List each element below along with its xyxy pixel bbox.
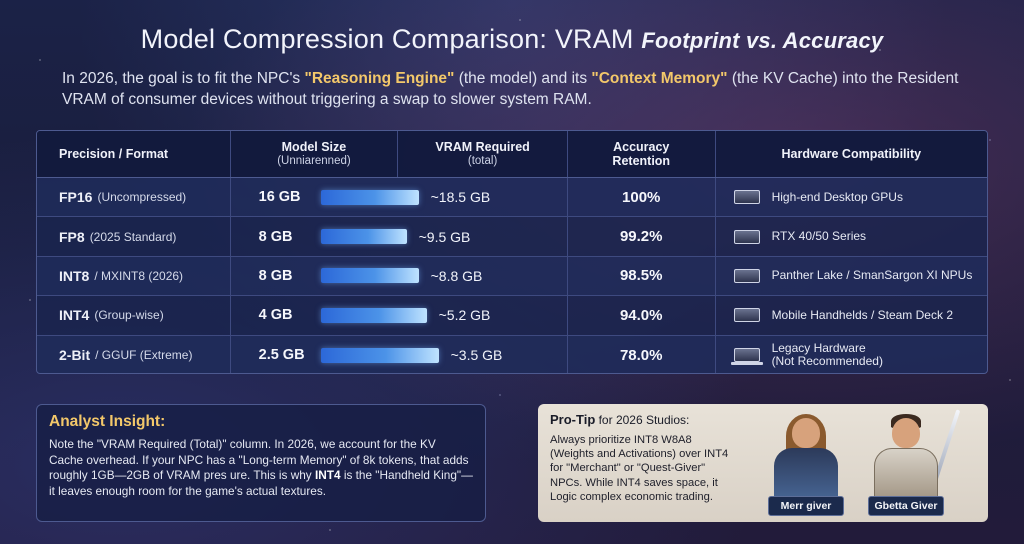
accuracy-value: 94.0% — [568, 296, 716, 335]
model-size-value: 8 GB — [258, 228, 293, 245]
table-row: INT8 / MXINT8 (2026) 8 GB ~8.8 GB 98.5% … — [37, 256, 987, 297]
table-row: FP16 (Uncompressed) 16 GB ~18.5 GB 100% … — [37, 178, 987, 218]
model-size-value: 16 GB — [258, 189, 301, 206]
model-size-value: 4 GB — [258, 307, 293, 324]
format-note: (2025 Standard) — [89, 229, 177, 244]
npu-board-icon — [733, 268, 760, 283]
table-header: Precision / Format Model Size (Unniarenne… — [37, 131, 987, 178]
insight-text: Note the "VRAM Required (Total)" column.… — [49, 437, 473, 498]
protip-title: Pro-Tip for 2026 Studios: — [550, 412, 690, 427]
quest-giver-label: Gbetta Giver — [868, 496, 944, 516]
accuracy-value: 98.5% — [568, 256, 716, 296]
vram-bar — [320, 307, 427, 323]
hardware-text: High-end Desktop GPUs — [771, 189, 903, 204]
hardware-cell: High-end Desktop GPUs — [716, 178, 987, 216]
size-vram-cell: 2.5 GB ~3.5 GB — [231, 335, 568, 373]
gpu-icon — [733, 190, 760, 205]
laptop-icon — [730, 348, 763, 366]
size-vram-cell: 16 GB ~18.5 GB — [231, 178, 568, 217]
intro-highlight-reasoning: "Reasoning Engine" — [304, 70, 455, 87]
vram-required-value: ~8.8 GB — [430, 267, 483, 284]
intro-text-2: (the model) and its — [454, 70, 592, 87]
vram-bar — [320, 347, 439, 363]
vram-bar — [320, 189, 419, 205]
size-vram-cell: 8 GB ~8.8 GB — [231, 256, 568, 296]
title-main: Model Compression Comparison: VRAM — [140, 24, 634, 54]
vram-bar — [320, 268, 419, 284]
table-body: FP16 (Uncompressed) 16 GB ~18.5 GB 100% … — [37, 178, 987, 373]
quest-giver-character-illustration: Gbetta Giver — [864, 409, 961, 516]
vram-required-value: ~18.5 GB — [430, 189, 491, 206]
table-row: INT4 (Group-wise) 4 GB ~5.2 GB 94.0% Mob… — [37, 296, 987, 336]
hardware-cell: Panther Lake / SmanSargon XI NPUs — [716, 257, 987, 295]
precision-cell: FP8 (2025 Standard) — [37, 217, 231, 256]
format-name: FP8 — [59, 228, 85, 245]
hardware-cell: RTX 40/50 Series — [716, 217, 987, 255]
format-name: INT4 — [59, 307, 90, 324]
vram-required-value: ~5.2 GB — [438, 307, 491, 324]
hardware-text: RTX 40/50 Series — [771, 229, 867, 244]
model-size-value: 8 GB — [258, 267, 293, 284]
format-name: 2-Bit — [59, 347, 91, 364]
protip-text: Always prioritize INT8 W8A8 (Weights and… — [550, 434, 729, 503]
precision-cell: FP16 (Uncompressed) — [37, 178, 231, 217]
intro-highlight-context: "Context Memory" — [591, 70, 728, 87]
merchant-label: Merr giver — [768, 496, 844, 516]
format-note: / MXINT8 (2026) — [94, 268, 184, 283]
accuracy-value: 100% — [568, 178, 716, 217]
vram-required-value: ~9.5 GB — [418, 228, 471, 245]
intro-paragraph: In 2026, the goal is to fit the NPC's "R… — [62, 68, 982, 110]
header-accuracy: Accuracy Retention — [568, 131, 716, 177]
model-size-value: 2.5 GB — [258, 347, 305, 364]
header-model-size: Model Size (Unniarenned) — [231, 131, 399, 177]
hardware-text: Mobile Handhelds / Steam Deck 2 — [771, 307, 953, 322]
format-note: (Uncompressed) — [97, 190, 187, 205]
header-hardware: Hardware Compatibility — [781, 147, 922, 161]
format-note: (Group-wise) — [94, 308, 164, 323]
hardware-cell: Legacy Hardware (Not Recommended) — [716, 336, 987, 373]
precision-cell: INT4 (Group-wise) — [37, 296, 231, 335]
format-name: INT8 — [59, 267, 90, 284]
handheld-icon — [733, 308, 760, 323]
size-vram-cell: 4 GB ~5.2 GB — [231, 296, 568, 335]
hardware-text: Legacy Hardware (Not Recommended) — [771, 341, 883, 369]
intro-text-1: In 2026, the goal is to fit the NPC's — [62, 70, 305, 87]
hardware-text: Panther Lake / SmanSargon XI NPUs — [771, 268, 973, 283]
insight-title: Analyst Insight: — [49, 413, 166, 430]
format-note: / GGUF (Extreme) — [95, 348, 193, 363]
hardware-cell: Mobile Handhelds / Steam Deck 2 — [716, 296, 987, 334]
vram-bar — [320, 229, 407, 245]
title-italic: Footprint vs. Accuracy — [641, 28, 884, 53]
header-vram: VRAM Required (total) — [398, 131, 568, 177]
page-title: Model Compression Comparison: VRAM Footp… — [0, 24, 1024, 55]
merchant-character-illustration: Merr giver — [764, 414, 848, 516]
analyst-insight-panel: Analyst Insight: Note the "VRAM Required… — [36, 404, 486, 522]
accuracy-value: 99.2% — [568, 217, 716, 256]
pro-tip-panel: Pro-Tip for 2026 Studios: Always priorit… — [538, 404, 988, 522]
precision-cell: 2-Bit / GGUF (Extreme) — [37, 335, 231, 373]
accuracy-value: 78.0% — [568, 335, 716, 373]
format-name: FP16 — [59, 189, 93, 206]
comparison-table: Precision / Format Model Size (Unniarenne… — [36, 130, 988, 374]
table-row: FP8 (2025 Standard) 8 GB ~9.5 GB 99.2% R… — [37, 217, 987, 257]
size-vram-cell: 8 GB ~9.5 GB — [231, 217, 568, 256]
precision-cell: INT8 / MXINT8 (2026) — [37, 256, 231, 296]
table-row: 2-Bit / GGUF (Extreme) 2.5 GB ~3.5 GB 78… — [37, 335, 987, 373]
vram-required-value: ~3.5 GB — [450, 347, 503, 364]
gpu-card-icon — [733, 229, 760, 244]
header-precision: Precision / Format — [37, 131, 231, 177]
intro-text-3: (the KV Cache) into the Resident VRAM of… — [62, 70, 959, 108]
